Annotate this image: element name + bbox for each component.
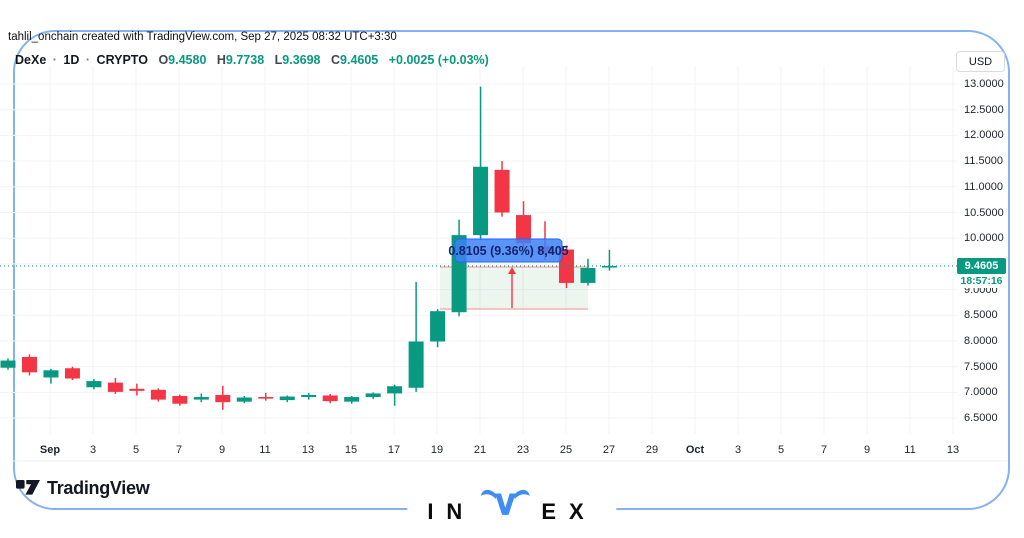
time-tick-label: Oct (685, 444, 705, 456)
candle-body-sep-15 (344, 397, 360, 402)
candle-body-sep-9 (215, 394, 231, 403)
candle-body-sep-14 (322, 395, 338, 402)
candle-body-sep-13 (301, 394, 317, 398)
candle-body-sep-12 (279, 396, 295, 401)
time-tick-label: 5 (132, 444, 140, 456)
candle-body-sep-1 (43, 370, 59, 378)
candle-body-sep-26 (580, 268, 596, 283)
time-tick-label: 3 (89, 444, 97, 456)
candle-body-sep-22 (494, 169, 510, 213)
time-tick-label: 5 (777, 444, 785, 456)
price-tick-label: 11.0000 (964, 180, 1003, 193)
time-tick-label: 11 (259, 444, 271, 456)
price-tick-label: 11.5000 (964, 155, 1003, 168)
price-tick-label: 10.0000 (964, 232, 1004, 245)
price-range-label-text: 0.8105 (9.36%) 8,405 (448, 244, 568, 258)
candle-body-sep-11 (258, 397, 274, 399)
time-tick-label: 9 (863, 444, 871, 456)
symbol-name[interactable]: DeXe (15, 53, 47, 67)
open-label: O (158, 53, 169, 67)
high-label: H (216, 53, 226, 67)
tradingview-logo[interactable]: TradingView (16, 476, 150, 501)
tradingview-logo-icon (16, 476, 40, 501)
invex-logo-right-text: EX (541, 499, 597, 524)
time-tick-label: 29 (645, 444, 659, 456)
tradingview-logo-text: TradingView (47, 478, 150, 498)
candle-body-sep-8 (193, 397, 209, 400)
candle-body-sep-25 (558, 249, 574, 283)
time-tick-label: 11 (904, 444, 916, 456)
bar-countdown-timer: 18:57:16 (957, 273, 1006, 288)
invex-logo: IN EX (407, 484, 617, 529)
time-tick-label: 25 (559, 444, 573, 456)
candlestick-series[interactable] (0, 86, 617, 410)
price-tick-label: 8.5000 (964, 309, 998, 322)
change-value: +0.0025 (+0.03%) (388, 53, 489, 67)
candle-body-aug-30 (0, 360, 16, 368)
high-value: 9.7738 (225, 53, 265, 67)
open-value: 9.4580 (168, 53, 207, 67)
candle-body-sep-4 (107, 382, 123, 392)
price-tick-label: 7.0000 (964, 386, 998, 399)
time-tick-label: 9 (218, 444, 226, 456)
price-range-label-drawing[interactable]: 0.8105 (9.36%) 8,405 (448, 238, 569, 263)
market-label: CRYPTO (96, 53, 148, 67)
attribution-text: tahlil_onchain created with TradingView.… (8, 31, 397, 43)
time-tick-label: 7 (175, 444, 183, 456)
candle-body-sep-10 (236, 397, 252, 402)
candle-body-aug-31 (21, 356, 37, 373)
candle-body-sep-7 (172, 395, 188, 404)
candle-body-sep-19 (430, 311, 446, 342)
time-tick-label: 13 (946, 444, 960, 456)
candle-body-sep-3 (86, 381, 102, 388)
time-tick-label: Sep (39, 444, 61, 456)
candle-body-sep-5 (129, 388, 145, 391)
candle-body-sep-2 (64, 368, 80, 379)
time-tick-label: 17 (387, 444, 401, 456)
candle-body-sep-18 (408, 341, 424, 388)
price-tick-label: 12.5000 (964, 103, 1004, 116)
candle-body-sep-6 (150, 389, 166, 400)
time-tick-label: 27 (602, 444, 616, 456)
last-price-badge: 9.4605 18:57:16 (957, 257, 1006, 288)
time-tick-label: 23 (516, 444, 530, 456)
invex-bull-v-icon (479, 488, 531, 523)
legend-separator: · (52, 53, 57, 67)
invex-logo-left-text: IN (427, 499, 476, 524)
time-tick-label: 19 (430, 444, 444, 456)
low-value: 9.3698 (282, 53, 321, 67)
candle-body-sep-21 (473, 166, 489, 236)
last-price-value: 9.4605 (957, 257, 1006, 274)
time-tick-label: 21 (473, 444, 487, 456)
time-tick-label: 3 (734, 444, 742, 456)
close-value: 9.4605 (340, 53, 379, 67)
candle-body-sep-17 (387, 386, 403, 394)
low-label: L (274, 53, 283, 67)
close-label: C (331, 53, 341, 67)
time-tick-label: 15 (344, 444, 358, 456)
price-tick-label: 6.5000 (964, 412, 998, 425)
time-tick-label: 7 (820, 444, 828, 456)
price-tick-label: 8.0000 (964, 335, 998, 347)
price-tick-label: 7.5000 (964, 360, 998, 373)
candle-body-sep-16 (365, 393, 381, 398)
currency-unit-box[interactable]: USD (956, 51, 1005, 72)
interval-label[interactable]: 1D (63, 53, 80, 67)
candle-body-sep-23 (516, 215, 532, 244)
price-tick-label: 13.0000 (964, 78, 1004, 90)
price-tick-label: 12.0000 (964, 129, 1004, 142)
candle-body-sep-27 (601, 265, 617, 268)
symbol-legend[interactable]: DeXe · 1D · CRYPTO O9.4580 H9.7738 L9.36… (15, 53, 489, 67)
time-tick-label: 13 (301, 444, 315, 456)
price-tick-label: 10.5000 (964, 206, 1004, 219)
legend-separator: · (85, 53, 91, 67)
